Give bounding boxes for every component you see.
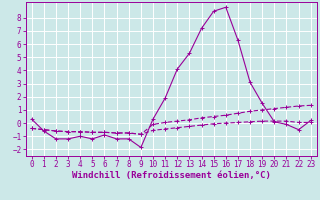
X-axis label: Windchill (Refroidissement éolien,°C): Windchill (Refroidissement éolien,°C) [72,171,271,180]
